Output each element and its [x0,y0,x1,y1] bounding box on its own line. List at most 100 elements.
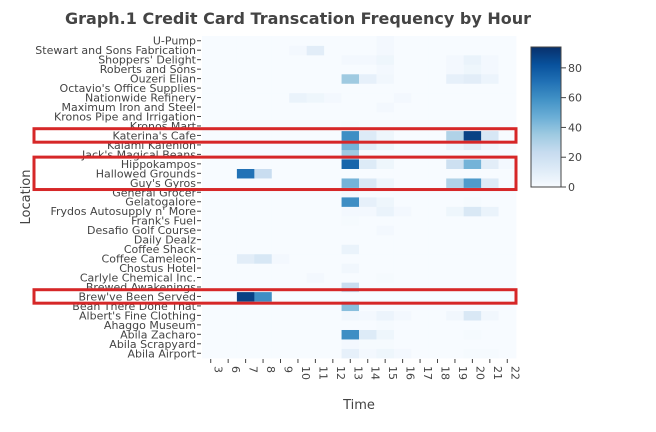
heatmap-cell [481,225,499,236]
heatmap-cell [254,253,273,264]
heatmap-cell [463,159,482,169]
heatmap-cell [324,92,342,103]
heatmap-cell [446,130,465,141]
heatmap-cell [481,310,499,321]
heatmap-cell [324,121,342,132]
heatmap-cell [481,140,499,151]
heatmap-cell [498,102,517,113]
heatmap-cell [236,83,255,94]
heatmap-cell [289,159,308,169]
y-tick-label: Brew've Been Served [79,290,196,303]
heatmap-cell [271,140,290,151]
heatmap-cell [393,310,412,321]
heatmap-cell [202,301,220,312]
y-tick-label: Chostus Hotel [119,262,196,275]
heatmap-cell [463,197,482,207]
heatmap-cell [289,121,308,132]
heatmap-cell [202,329,220,340]
heatmap-cell [359,310,377,321]
heatmap-cell [446,329,465,340]
heatmap-cell [481,45,499,56]
heatmap-cell [324,149,342,160]
x-tick-label: 10 [299,366,312,380]
heatmap-cell [289,301,308,312]
heatmap-cell [289,253,308,264]
colorbar-tick-label: 0 [568,181,575,194]
heatmap-cell [463,263,482,274]
heatmap-cell [254,197,273,207]
heatmap-cell [306,73,325,84]
heatmap-cell [446,121,465,132]
heatmap-cell [306,263,325,274]
heatmap-cell [463,178,482,188]
heatmap-cell [289,348,308,359]
heatmap-cell [306,92,325,103]
heatmap-cell [428,73,447,84]
heatmap-cell [289,225,308,236]
x-tick-label: 16 [404,366,417,380]
heatmap-cell [202,348,220,359]
heatmap-cell [341,253,360,264]
heatmap-cell [393,272,412,283]
heatmap-cell [428,64,447,75]
heatmap-cell [428,159,447,169]
heatmap-cell [202,149,220,160]
heatmap-cell [324,140,342,151]
heatmap-cell [446,339,465,349]
heatmap-cell [341,282,360,293]
heatmap-cell [411,263,430,274]
heatmap-cell [393,64,412,75]
heatmap-cell [202,45,220,56]
heatmap-cell [481,92,499,103]
y-tick-label: Coffee Shack [124,243,197,256]
heatmap-cell [393,102,412,113]
x-tick-label: 22 [508,366,521,380]
heatmap-cell [376,301,395,312]
heatmap-cell [498,282,517,293]
x-tick-label: 20 [473,366,486,380]
heatmap-cell [324,83,342,94]
heatmap-cell [219,130,238,141]
x-tick-label: 3 [212,366,225,373]
heatmap-cell [376,206,395,217]
heatmap-cell [463,187,482,198]
heatmap-cell [271,121,290,132]
x-tick-label: 6 [229,366,242,373]
heatmap-cell [428,253,447,264]
heatmap-cell [324,36,342,46]
heatmap-cell [341,159,360,169]
heatmap-cell [481,187,499,198]
heatmap-cell [376,197,395,207]
heatmap-cell [254,45,273,56]
heatmap-cell [376,320,395,330]
heatmap-cell [428,92,447,103]
heatmap-cell [254,187,273,198]
heatmap-cell [463,73,482,84]
heatmap-cell [481,64,499,75]
heatmap-cell [376,64,395,75]
heatmap-cell [359,64,377,75]
heatmap-cell [498,36,517,46]
heatmap-cell [219,45,238,56]
heatmap-cell [393,244,412,255]
heatmap-cell [254,102,273,113]
heatmap-cell [202,215,220,226]
heatmap-cell [271,253,290,264]
heatmap-cell [236,310,255,321]
y-tick-label: U-Pump [153,35,196,48]
heatmap-cell [271,310,290,321]
y-tick-label: Frydos Autosupply n' More [50,205,196,218]
heatmap-cell [324,73,342,84]
heatmap-cell [428,140,447,151]
heatmap-cell [271,320,290,330]
heatmap-cell [236,197,255,207]
heatmap-cell [498,348,517,359]
y-tick-label: Daily Dealz [134,234,196,247]
heatmap-cell [359,168,377,179]
heatmap-cell [271,130,290,141]
heatmap-cell [202,102,220,113]
heatmap-cell [463,45,482,56]
heatmap-cell [411,244,430,255]
heatmap-cell [236,282,255,293]
y-tick-label: Octavio's Office Supplies [60,82,197,95]
